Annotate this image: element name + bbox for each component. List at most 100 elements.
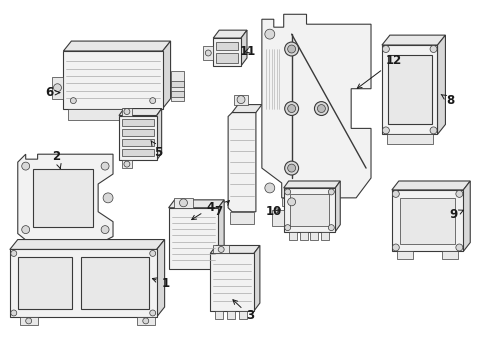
Polygon shape xyxy=(156,239,164,317)
Text: 6: 6 xyxy=(45,86,60,99)
Circle shape xyxy=(429,127,436,134)
Bar xyxy=(68,109,157,121)
Circle shape xyxy=(123,161,130,167)
Polygon shape xyxy=(232,105,262,113)
Circle shape xyxy=(455,190,462,197)
Bar xyxy=(213,246,229,253)
Bar xyxy=(281,198,301,206)
Bar xyxy=(310,231,318,239)
Bar xyxy=(210,253,253,311)
Bar xyxy=(216,42,238,50)
Circle shape xyxy=(218,247,224,252)
Circle shape xyxy=(284,42,298,56)
Circle shape xyxy=(382,46,388,53)
Bar xyxy=(20,317,38,325)
Polygon shape xyxy=(10,239,164,249)
Circle shape xyxy=(287,45,295,53)
Text: 1: 1 xyxy=(152,277,169,290)
Bar xyxy=(321,231,328,239)
Bar xyxy=(51,77,63,99)
Polygon shape xyxy=(18,154,113,242)
Circle shape xyxy=(391,244,399,251)
Circle shape xyxy=(21,162,30,170)
Bar xyxy=(239,311,246,319)
Polygon shape xyxy=(163,41,170,109)
Bar xyxy=(226,311,235,319)
Bar xyxy=(18,257,72,309)
Bar xyxy=(289,194,328,226)
Text: 3: 3 xyxy=(232,300,253,323)
Circle shape xyxy=(287,105,295,113)
Bar xyxy=(170,81,184,87)
Circle shape xyxy=(179,199,187,207)
Circle shape xyxy=(237,96,244,104)
Circle shape xyxy=(205,50,211,56)
Polygon shape xyxy=(241,30,246,66)
Polygon shape xyxy=(262,14,370,198)
Circle shape xyxy=(123,109,130,114)
Circle shape xyxy=(287,164,295,172)
Polygon shape xyxy=(168,200,224,208)
Bar xyxy=(122,129,153,136)
Circle shape xyxy=(149,251,155,256)
Circle shape xyxy=(287,198,295,206)
Text: 10: 10 xyxy=(265,205,281,218)
Bar xyxy=(122,120,153,126)
Bar xyxy=(122,108,132,116)
Polygon shape xyxy=(381,35,445,45)
Polygon shape xyxy=(213,30,246,38)
Text: 2: 2 xyxy=(52,150,61,168)
Bar xyxy=(122,139,153,146)
Bar xyxy=(216,53,238,63)
Circle shape xyxy=(429,46,436,53)
Circle shape xyxy=(101,226,109,234)
Circle shape xyxy=(284,189,290,195)
Polygon shape xyxy=(283,181,340,188)
Text: 7: 7 xyxy=(214,201,229,218)
Bar xyxy=(215,311,223,319)
Circle shape xyxy=(103,193,113,203)
Bar xyxy=(122,160,132,168)
Text: 9: 9 xyxy=(448,208,463,221)
Bar xyxy=(234,95,247,105)
Circle shape xyxy=(11,251,17,256)
Circle shape xyxy=(391,190,399,197)
Circle shape xyxy=(455,244,462,251)
Polygon shape xyxy=(210,246,259,253)
Bar xyxy=(203,46,213,60)
Bar xyxy=(396,251,412,260)
Circle shape xyxy=(382,127,388,134)
Bar xyxy=(173,198,193,208)
Circle shape xyxy=(314,102,327,116)
Bar xyxy=(81,257,148,309)
Polygon shape xyxy=(391,181,469,190)
Circle shape xyxy=(284,161,298,175)
Circle shape xyxy=(149,98,155,104)
Circle shape xyxy=(284,225,290,231)
Bar xyxy=(283,188,335,231)
Bar xyxy=(10,249,156,317)
Bar xyxy=(137,317,154,325)
Polygon shape xyxy=(437,35,445,134)
Polygon shape xyxy=(228,113,255,212)
Polygon shape xyxy=(63,41,170,51)
Bar xyxy=(386,134,432,144)
Bar xyxy=(271,210,283,226)
Bar xyxy=(381,45,437,134)
Bar xyxy=(391,190,462,251)
Polygon shape xyxy=(218,200,224,269)
Bar xyxy=(63,51,163,109)
Circle shape xyxy=(11,310,17,316)
Text: 12: 12 xyxy=(357,54,401,88)
Polygon shape xyxy=(462,181,469,251)
Bar xyxy=(168,208,218,269)
Circle shape xyxy=(264,183,274,193)
Text: 4: 4 xyxy=(191,201,214,220)
Bar xyxy=(288,231,296,239)
Bar xyxy=(170,71,184,100)
Bar xyxy=(299,231,307,239)
Bar xyxy=(33,169,93,227)
Circle shape xyxy=(26,318,32,324)
Circle shape xyxy=(70,98,76,104)
Polygon shape xyxy=(253,246,259,311)
